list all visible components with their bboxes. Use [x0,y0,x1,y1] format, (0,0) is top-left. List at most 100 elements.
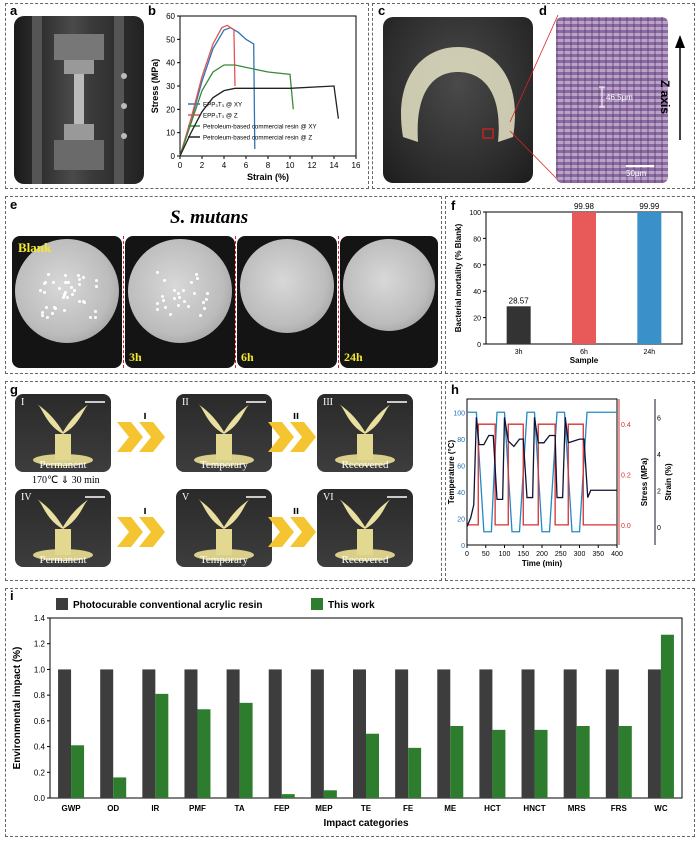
colony-dot [82,300,86,304]
b-xtick-label: 4 [222,161,227,170]
colony-dot [70,293,74,296]
colony-dot [76,273,80,277]
i-bar [323,790,337,798]
colony-dot [44,280,48,284]
h-series-line [467,423,617,526]
stage-caption: Temporary [199,554,249,566]
b-legend-label: EPP₃T₃ @ XY [203,102,242,109]
i-category-label: FRS [611,804,628,813]
colony-dot [46,316,50,320]
f-bar [572,212,596,344]
h-xtick-label: 200 [536,551,548,558]
i-category-label: TE [361,804,372,813]
stage-numeral: I [21,397,25,408]
h-ylabel-strain: Strain (%) [664,463,673,501]
h-series-line [467,411,617,533]
h-temp-tick: 100 [453,410,465,417]
b-legend-label: EPP₃T₃ @ Z [203,113,238,120]
chevron-shape [290,422,316,452]
arrow-label: ii [293,412,299,422]
stage-photo: I Permanent [15,394,111,472]
panel-label-i: i [10,588,14,603]
i-legend-label: Photocurable conventional acrylic resin [73,600,263,611]
b-series-line [179,24,236,157]
i-bar [71,745,85,798]
i-bar [366,733,379,798]
stage-photo: II Temporary [176,394,272,472]
i-bar [534,729,548,798]
i-bar [647,669,661,798]
f-value-label: 28.57 [509,296,530,305]
b-series-line [179,64,294,157]
i-legend-swatch [56,598,68,610]
i-category-label: IR [151,804,159,813]
h-temp-tick: 0 [461,543,465,550]
colony-dot [63,274,67,278]
shape-memory-cycle-chart: 0 50 100 150 200 250 300 350 4000204060801000.00… [447,398,673,568]
b-xtick-label: 8 [266,161,271,170]
chevron-shape [139,517,165,547]
stage-caption: Permanent [39,554,87,566]
zoom-lines [509,14,559,181]
b-ylabel: Stress (MPa) [150,59,160,114]
colony-dot [177,296,181,300]
h-xtick-label: 50 [482,551,490,558]
i-ylabel: Environmental impact (%) [12,647,23,770]
i-category-label: ME [444,804,457,813]
h-xtick-label: 100 [499,551,511,558]
process-arrow: i [117,412,165,452]
stage-photo: III Recovered [317,394,413,472]
colony-dot [73,289,77,292]
colony-dot [193,292,197,296]
h-strain-tick: 2 [657,488,661,495]
colony-dot [177,291,181,295]
colony-dot [66,281,70,285]
colony-dot [63,290,67,294]
colony-dot [77,277,81,281]
colony-dot [61,295,65,299]
b-ytick-label: 30 [166,82,175,91]
micrograph-photo: 46.5µm 50µm [556,17,668,183]
i-category-label: WC [654,804,668,813]
i-bar [521,669,535,798]
stage-caption: Permanent [39,459,87,471]
h-stress-tick: 0.4 [621,422,631,429]
environmental-impact-chart: 0.0 0.2 0.4 0.6 0.8 1.0 1.2 1.4 GWP OD IR PMF TA FEP M… [12,598,683,829]
arrow-label: ii [293,507,299,517]
chevron-shape [139,422,165,452]
b-ytick-label: 10 [166,129,175,138]
f-ytick-label: 80 [473,236,481,243]
plate-divider [123,236,124,368]
b-xtick-label: 2 [200,161,205,170]
chevron-shape [290,517,316,547]
colony-dot [66,296,70,300]
h-stress-tick: 0.0 [621,523,631,530]
process-arrow: ii [268,412,316,452]
petri-plate: 24h [340,236,438,368]
h-temp-tick: 40 [457,490,465,497]
f-ytick-label: 100 [469,210,481,217]
h-xtick-label: 350 [592,551,604,558]
panel-label-a: a [10,3,18,18]
b-xtick-label: 14 [330,161,339,170]
b-legend-label: Petroleum-based commercial resin @ Z [203,135,312,142]
i-category-label: HNCT [523,804,545,813]
colony-dot [45,306,49,310]
i-ytick-label: 0.0 [34,794,46,803]
i-bar [281,794,295,798]
colony-dot [161,298,165,302]
i-bar [353,669,366,798]
colony-dot [163,278,167,282]
stage-photo: V Temporary [176,489,272,567]
f-ytick-label: 60 [473,263,481,270]
h-strain-tick: 6 [657,415,661,422]
plate-label: 24h [344,350,363,364]
b-series-line [179,26,256,157]
panel-cd-frame [372,3,695,189]
b-xtick-label: 12 [308,161,317,170]
i-category-label: FEP [274,804,290,813]
colony-dot [52,306,56,310]
b-xlabel: Strain (%) [247,172,289,182]
z-axis-label: Z axis [658,80,672,115]
colony-dot [38,289,42,293]
